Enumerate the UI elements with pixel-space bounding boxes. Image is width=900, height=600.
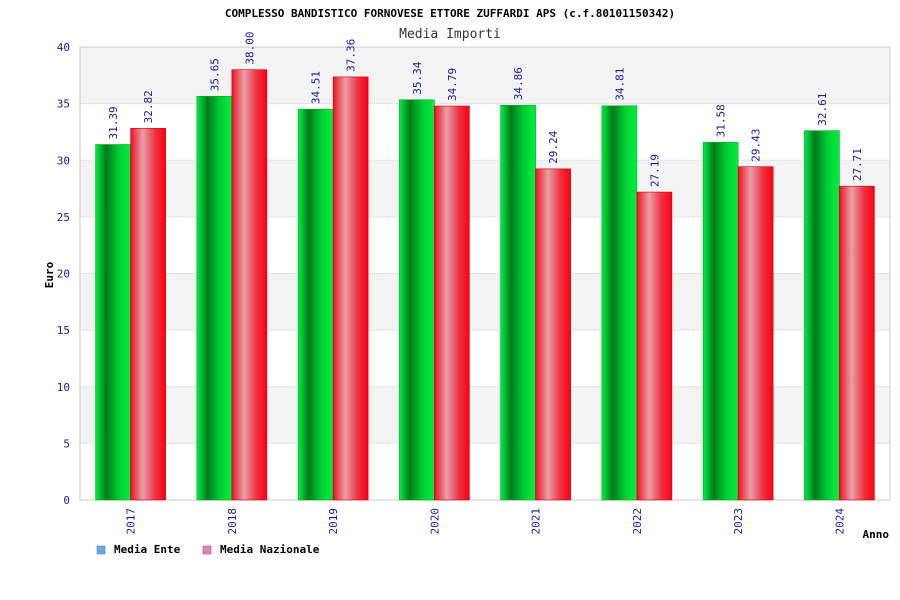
chart-title: COMPLESSO BANDISTICO FORNOVESE ETTORE ZU… <box>225 7 675 20</box>
bar-value-label: 34.86 <box>512 67 525 100</box>
bar-media-nazionale <box>737 166 774 501</box>
bar-value-label: 29.43 <box>750 129 763 162</box>
y-tick-label: 0 <box>63 494 70 507</box>
x-tick-label: 2017 <box>125 508 138 535</box>
y-tick-label: 20 <box>57 268 70 281</box>
bar-media-nazionale <box>231 69 268 501</box>
bar-media-ente <box>804 130 840 501</box>
bar-value-label: 27.19 <box>648 154 661 187</box>
legend-swatch-media-ente <box>96 545 106 555</box>
y-tick-label: 5 <box>63 437 70 450</box>
bar-value-label: 29.24 <box>547 130 560 163</box>
bar-media-ente <box>95 144 131 501</box>
bar-value-label: 34.81 <box>613 68 626 101</box>
bar-value-label: 31.39 <box>107 106 120 139</box>
x-tick-label: 2019 <box>327 508 340 535</box>
x-tick-label: 2024 <box>833 508 846 535</box>
legend: Media Ente Media Nazionale <box>96 543 320 556</box>
x-tick-label: 2020 <box>428 508 441 535</box>
legend-label-media-nazionale: Media Nazionale <box>220 543 320 556</box>
bar-media-nazionale <box>636 191 673 501</box>
bar-media-ente <box>500 104 536 501</box>
bar-value-label: 32.61 <box>816 93 829 126</box>
x-axis-title: Anno <box>863 528 890 541</box>
legend-swatch-media-nazionale <box>202 545 212 555</box>
bar-value-label: 27.71 <box>851 148 864 181</box>
bar-media-nazionale <box>535 168 571 501</box>
bar-value-label: 31.58 <box>715 104 728 137</box>
y-tick-label: 10 <box>57 381 70 394</box>
bar-media-ente <box>601 105 638 501</box>
bar-media-ente <box>702 142 739 501</box>
bar-media-nazionale <box>434 105 470 501</box>
bar-value-label: 37.36 <box>345 39 358 72</box>
legend-label-media-ente: Media Ente <box>114 543 181 556</box>
bar-media-nazionale <box>130 128 166 501</box>
bar-value-label: 35.65 <box>208 58 221 91</box>
bar-value-label: 34.51 <box>310 71 323 104</box>
y-tick-label: 35 <box>57 98 70 111</box>
y-tick-label: 30 <box>57 154 70 167</box>
y-axis: 0 5 10 15 20 25 30 35 40 <box>57 41 70 507</box>
bar-media-ente <box>297 108 334 501</box>
chart-subtitle: Media Importi <box>399 27 501 42</box>
bar-series: 31.39 32.82 35.65 38.00 34.51 37.36 35.34 34.79… <box>95 32 875 501</box>
bar-media-nazionale <box>332 76 369 501</box>
bar-value-label: 35.34 <box>411 61 424 94</box>
x-tick-label: 2023 <box>732 508 745 535</box>
grid-band <box>80 47 890 104</box>
x-axis: 2017 2018 2019 2020 2021 2022 2023 2024 <box>125 508 847 535</box>
bar-media-nazionale <box>839 185 875 501</box>
bar-media-ente <box>196 95 233 501</box>
y-tick-label: 15 <box>57 324 70 337</box>
x-tick-label: 2018 <box>226 508 239 535</box>
bar-value-label: 38.00 <box>243 32 256 65</box>
bar-media-ente <box>399 99 435 501</box>
y-tick-label: 40 <box>57 41 70 54</box>
plot-border <box>79 46 891 501</box>
bar-value-label: 32.82 <box>142 90 155 123</box>
x-tick-label: 2022 <box>631 508 644 535</box>
y-axis-title: Euro <box>43 261 56 288</box>
bar-value-label: 34.79 <box>446 68 459 101</box>
y-tick-label: 25 <box>57 211 70 224</box>
x-tick-label: 2021 <box>530 508 543 535</box>
